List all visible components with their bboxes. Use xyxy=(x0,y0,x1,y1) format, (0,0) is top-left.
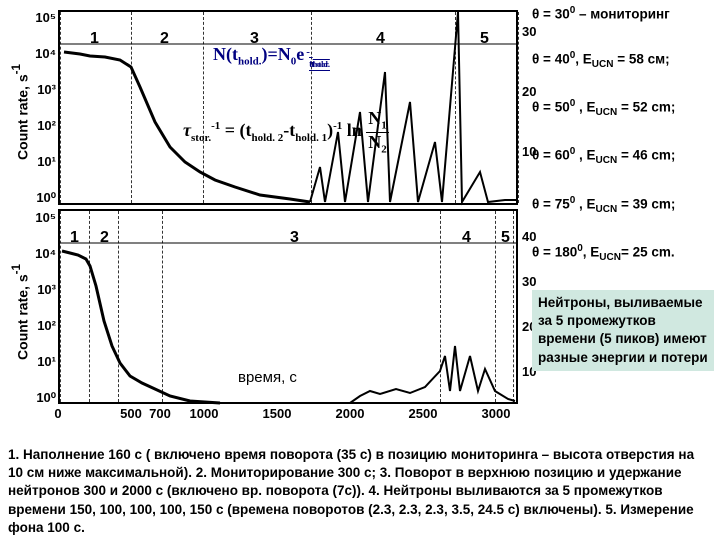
xtick: 700 xyxy=(149,406,171,421)
chart-area: Count rate, s-1 Count rate, s-1 1 2 3 4 … xyxy=(8,4,528,442)
ytick: 10⁵ xyxy=(28,10,56,25)
ytick: 10³ xyxy=(28,82,56,97)
ytick: 10⁵ xyxy=(28,210,56,225)
ytick: 10¹ xyxy=(28,154,56,169)
caption: 1. Наполнение 160 с ( включено время пов… xyxy=(8,446,712,537)
xtick: 0 xyxy=(54,406,61,421)
xtick: 1000 xyxy=(190,406,219,421)
angle-list: θ = 300 – мониторинг θ = 400, EUCN = 58 … xyxy=(532,4,714,371)
xlabel: время, с xyxy=(238,369,297,386)
xtick: 3000 xyxy=(482,406,511,421)
ytick: 10⁴ xyxy=(28,246,56,261)
panel-top: 1 2 3 4 5 xyxy=(58,10,518,205)
xtick: 500 xyxy=(120,406,142,421)
angle-line: θ = 750 , EUCN = 39 cm; xyxy=(532,194,714,216)
ytick: 10⁴ xyxy=(28,46,56,61)
ylabel-top: Count rate, s-1 xyxy=(10,64,31,160)
angle-line: θ = 1800, EUCN= 25 cm. xyxy=(532,242,714,264)
ytick: 10⁰ xyxy=(28,390,56,406)
xtick: 2000 xyxy=(336,406,365,421)
ytick: 10² xyxy=(28,318,56,333)
note-box: Нейтроны, выливаемые за 5 промежутков вр… xyxy=(532,290,714,371)
angle-line: θ = 400, EUCN = 58 см; xyxy=(532,49,714,71)
xtick: 1500 xyxy=(263,406,292,421)
angle-line: θ = 300 – мониторинг xyxy=(532,4,714,23)
angle-line: θ = 600 , EUCN = 46 cm; xyxy=(532,145,714,167)
xtick: 2500 xyxy=(409,406,438,421)
angle-line: θ = 500 , EUCN = 52 cm; xyxy=(532,97,714,119)
formula-N: N(thold.)=N0e - thold. τstor. xyxy=(213,44,332,68)
ytick: 10⁰ xyxy=(28,190,56,206)
ytick: 10¹ xyxy=(28,354,56,369)
formula-tau: τstor.-1 = (thold. 2-thold. 1)-1 ln N1 N… xyxy=(183,109,389,155)
ytick: 10³ xyxy=(28,282,56,297)
ylabel-bot: Count rate, s-1 xyxy=(10,264,31,360)
ytick: 10² xyxy=(28,118,56,133)
